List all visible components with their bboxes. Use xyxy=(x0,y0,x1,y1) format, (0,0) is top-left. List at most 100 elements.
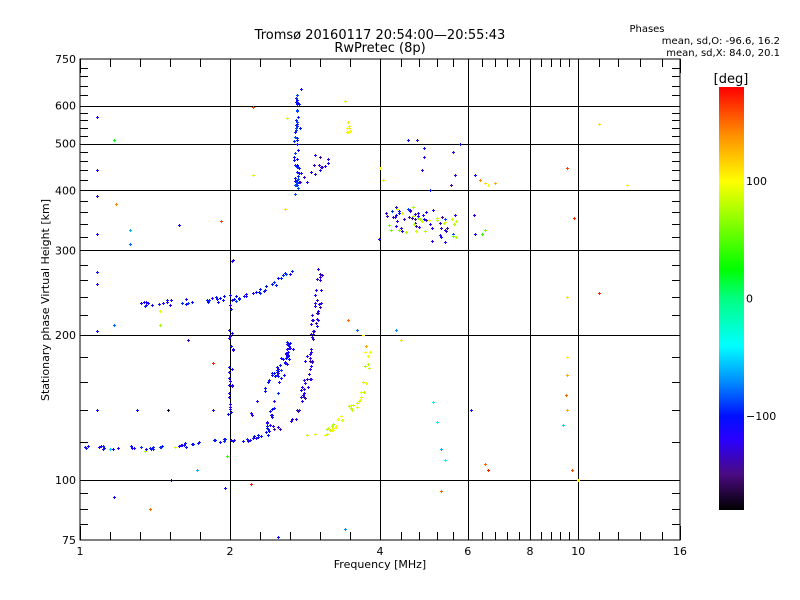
data-point xyxy=(253,435,256,438)
data-point xyxy=(144,305,147,308)
data-point xyxy=(288,358,291,361)
data-point xyxy=(484,229,487,232)
grid-lines xyxy=(80,59,680,540)
data-point xyxy=(160,446,163,449)
data-point xyxy=(284,208,287,211)
data-point xyxy=(309,357,312,360)
data-point xyxy=(306,355,309,358)
data-point xyxy=(352,404,355,407)
data-point xyxy=(102,445,105,448)
data-point xyxy=(313,164,316,167)
data-point xyxy=(451,218,454,221)
data-point xyxy=(145,448,148,451)
data-point xyxy=(368,367,371,370)
colorbar-gradient xyxy=(719,87,744,510)
data-point xyxy=(96,330,99,333)
data-point xyxy=(344,528,347,531)
data-point xyxy=(327,158,330,161)
data-point xyxy=(285,273,288,276)
data-point xyxy=(287,343,290,346)
data-point xyxy=(439,234,442,237)
data-point xyxy=(144,450,147,453)
data-point xyxy=(235,300,238,303)
data-point xyxy=(400,227,403,230)
data-point xyxy=(230,411,233,414)
data-point xyxy=(407,208,410,211)
data-point xyxy=(416,139,419,142)
data-point xyxy=(152,448,155,451)
data-point xyxy=(566,374,569,377)
data-point xyxy=(369,351,372,354)
data-point xyxy=(479,179,482,182)
legend-title: Phases xyxy=(629,24,664,35)
data-point xyxy=(318,164,321,167)
data-point xyxy=(316,299,319,302)
data-point xyxy=(444,218,447,221)
data-point xyxy=(324,434,327,437)
data-point xyxy=(409,209,412,212)
data-point xyxy=(162,302,165,305)
colorbar-tick-label: 0 xyxy=(746,293,753,306)
data-point xyxy=(386,215,389,218)
data-point xyxy=(191,301,194,304)
data-point xyxy=(212,362,215,365)
data-point xyxy=(364,351,367,354)
data-point xyxy=(296,182,299,185)
data-point xyxy=(429,189,432,192)
data-point xyxy=(287,354,290,357)
data-point xyxy=(295,97,298,100)
data-point xyxy=(413,223,416,226)
data-point xyxy=(198,441,201,444)
data-point xyxy=(308,373,311,376)
data-point xyxy=(184,442,187,445)
data-point xyxy=(317,268,320,271)
data-point xyxy=(277,426,280,429)
data-point xyxy=(314,154,317,157)
data-point xyxy=(228,366,231,369)
data-point xyxy=(411,217,414,220)
data-point xyxy=(280,369,283,372)
data-point xyxy=(256,400,259,403)
data-point xyxy=(473,214,476,217)
data-point xyxy=(280,277,283,280)
data-point xyxy=(296,171,299,174)
data-point xyxy=(440,448,443,451)
data-point xyxy=(296,99,299,102)
data-point xyxy=(275,284,278,287)
data-point xyxy=(285,357,288,360)
data-point xyxy=(273,400,276,403)
legend-o-stats: mean, sd,O: -96.6, 16.2 xyxy=(662,36,780,47)
data-point xyxy=(440,236,443,239)
data-point xyxy=(445,230,448,233)
data-point xyxy=(303,388,306,391)
data-point xyxy=(276,366,279,369)
data-point xyxy=(271,408,274,411)
data-point xyxy=(297,116,300,119)
data-point xyxy=(428,219,431,222)
data-point xyxy=(309,353,312,356)
data-point xyxy=(96,195,99,198)
data-point xyxy=(346,131,349,134)
data-point xyxy=(487,184,490,187)
data-point xyxy=(170,479,173,482)
data-point xyxy=(230,439,233,442)
data-point xyxy=(319,169,322,172)
data-point xyxy=(273,372,276,375)
data-point xyxy=(317,310,320,313)
y-tick-label: 400 xyxy=(55,184,76,197)
data-point xyxy=(367,363,370,366)
data-point xyxy=(167,409,170,412)
data-point xyxy=(412,215,415,218)
data-point xyxy=(300,88,303,91)
data-point xyxy=(149,508,152,511)
data-point xyxy=(566,356,569,359)
data-point xyxy=(298,167,301,170)
colorbar: [deg] 100 0 −100 xyxy=(714,72,776,510)
data-point xyxy=(283,374,286,377)
data-point xyxy=(310,171,313,174)
data-point xyxy=(424,230,427,233)
data-point xyxy=(401,212,404,215)
data-point xyxy=(446,227,449,230)
data-point xyxy=(415,230,418,233)
data-point xyxy=(314,173,317,176)
